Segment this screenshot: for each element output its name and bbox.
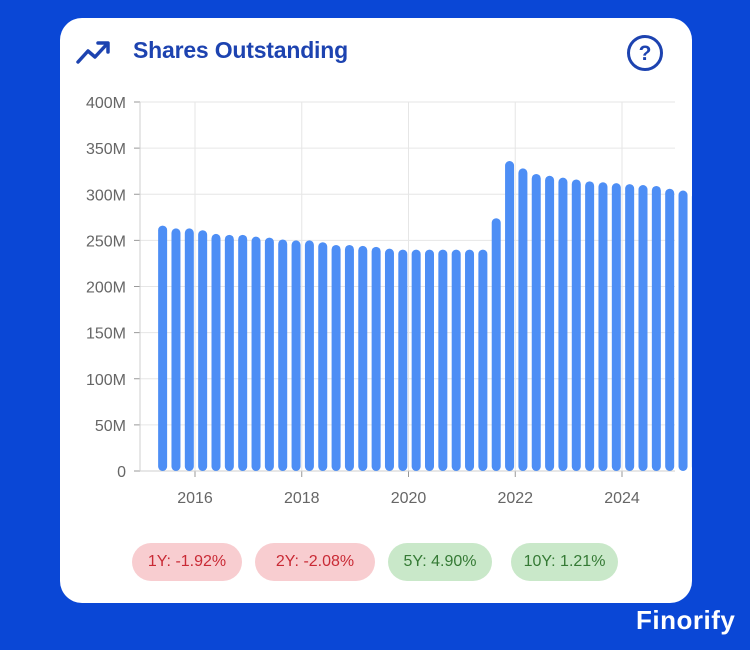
bar — [171, 228, 181, 471]
bar — [571, 179, 581, 472]
bar — [224, 234, 234, 471]
bar — [384, 248, 394, 471]
y-tick-label: 50M — [95, 418, 126, 435]
y-tick-label: 250M — [86, 233, 126, 250]
bar — [598, 182, 608, 471]
bar — [478, 249, 488, 471]
bar — [438, 249, 448, 471]
bar — [638, 185, 648, 471]
bar — [425, 249, 434, 471]
bar — [558, 177, 568, 471]
bar — [251, 236, 261, 471]
bar — [184, 228, 194, 471]
shares-bar-chart: 0 50M 100M 150M 200M 250M 300M 350M 400M 2016 2018… — [86, 95, 692, 507]
y-tick-label: 300M — [86, 187, 126, 204]
bar — [238, 234, 248, 471]
bar — [531, 173, 541, 471]
bar — [331, 244, 341, 471]
x-tick-label: 2022 — [497, 490, 533, 507]
bar — [651, 185, 661, 471]
growth-pill-2y: 2Y: -2.08% — [255, 543, 375, 581]
bar — [358, 245, 368, 471]
bar — [304, 240, 314, 471]
bar — [518, 168, 528, 472]
bar — [611, 183, 621, 471]
bar — [198, 230, 208, 471]
trend-up-icon — [76, 41, 110, 64]
x-tick-label: 2020 — [391, 490, 427, 507]
bar — [505, 161, 515, 472]
y-tick-label: 150M — [86, 326, 126, 343]
x-tick-label: 2018 — [284, 490, 320, 507]
finorify-logo: Finorify — [636, 605, 736, 635]
y-tick-label: 0 — [117, 464, 126, 481]
bar — [371, 246, 381, 471]
bar — [411, 249, 421, 471]
y-tick-label: 200M — [86, 280, 126, 297]
bar — [625, 184, 635, 472]
bar — [264, 237, 274, 471]
growth-pill-5y: 5Y: 4.90% — [388, 543, 492, 581]
bar — [344, 244, 354, 471]
bar — [291, 240, 301, 471]
svg-text:?: ? — [639, 42, 652, 65]
bar — [211, 233, 221, 471]
chart-card: Shares Outstanding ? 0 50M 100M 150M 200M 250… — [60, 18, 692, 603]
growth-pill-10y: 10Y: 1.21% — [511, 543, 618, 581]
y-tick-label: 100M — [86, 372, 126, 389]
bar — [451, 249, 461, 471]
bar — [158, 225, 168, 471]
x-tick-label: 2024 — [604, 490, 640, 507]
bar — [278, 239, 288, 471]
x-tick-label: 2016 — [177, 490, 213, 507]
bar — [491, 218, 501, 471]
y-tick-label: 400M — [86, 95, 126, 112]
bar — [318, 242, 328, 471]
growth-pill-1y: 1Y: -1.92% — [132, 543, 242, 581]
chart-title: Shares Outstanding — [133, 37, 348, 63]
y-tick-label: 350M — [86, 141, 126, 158]
bar — [678, 190, 688, 471]
question-circle-icon[interactable]: ? — [626, 34, 664, 72]
bar — [398, 249, 408, 471]
bar — [585, 181, 595, 471]
bar — [665, 188, 675, 471]
bar — [545, 175, 555, 472]
bar — [465, 249, 475, 471]
